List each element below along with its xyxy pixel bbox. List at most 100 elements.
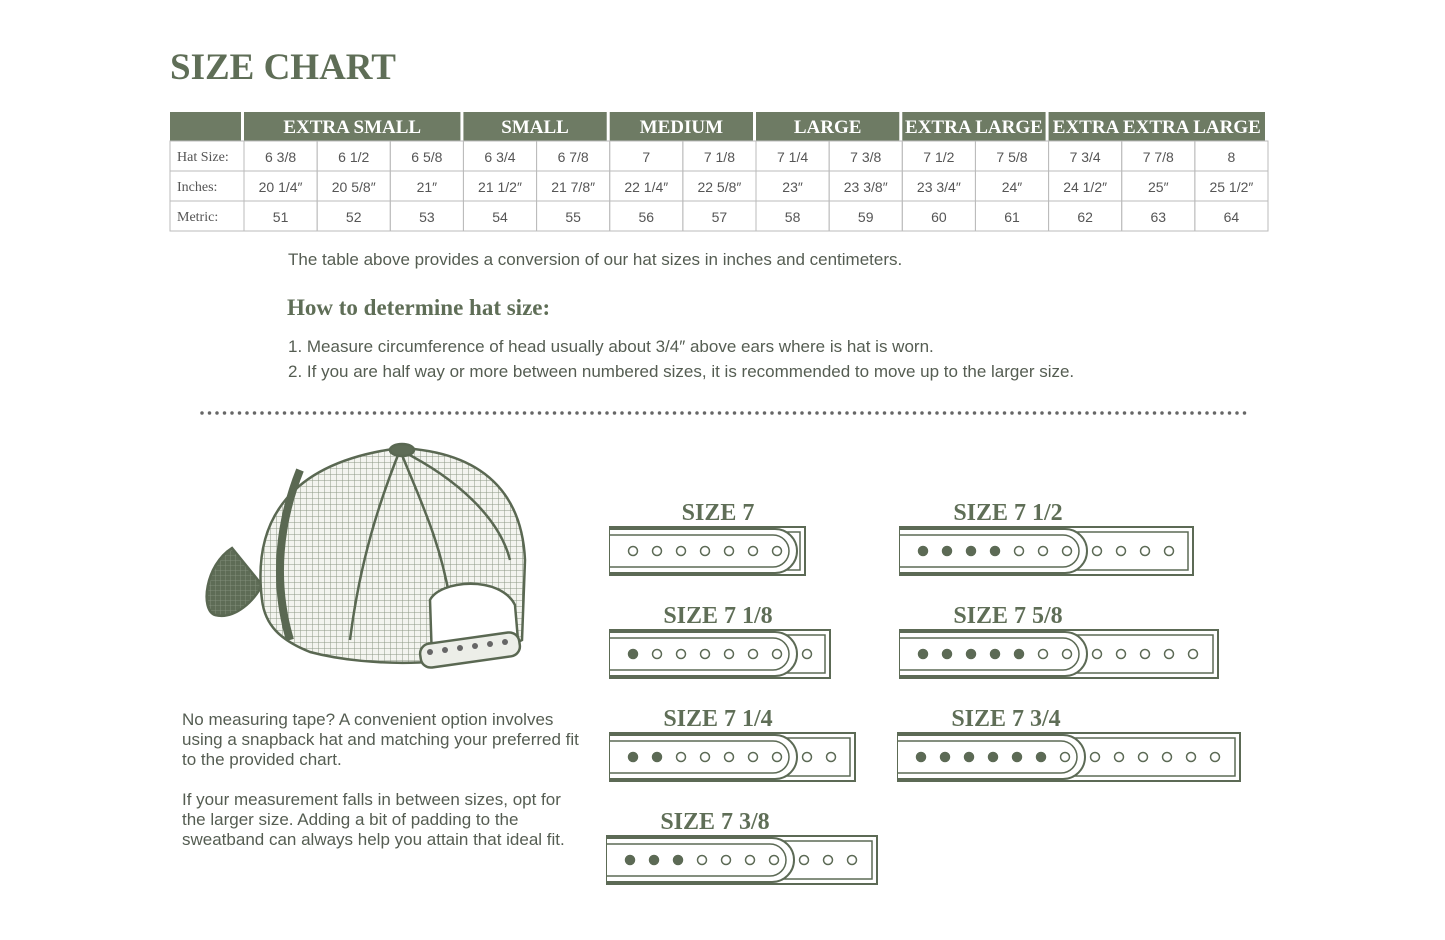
hole bbox=[696, 854, 708, 866]
hole bbox=[798, 854, 810, 866]
group-label: EXTRA LARGE bbox=[905, 117, 1043, 138]
cell-text: 25 1/2″ bbox=[1209, 179, 1253, 195]
size-label: SIZE 7 3/4 bbox=[951, 706, 1060, 732]
cell-text: 55 bbox=[565, 209, 581, 225]
tip: If your measurement falls in between siz… bbox=[182, 790, 565, 849]
hole bbox=[1037, 648, 1049, 660]
hat-illustration bbox=[205, 442, 527, 669]
hole bbox=[965, 545, 977, 557]
snap-inner bbox=[898, 740, 1078, 774]
hole bbox=[1113, 751, 1125, 763]
hole bbox=[1163, 648, 1175, 660]
cell-text: 60 bbox=[931, 209, 947, 225]
cell-text: 7 1/2 bbox=[923, 149, 954, 165]
hole bbox=[989, 648, 1001, 660]
hole bbox=[1115, 545, 1127, 557]
row-label: Metric: bbox=[177, 210, 218, 225]
hole bbox=[1137, 751, 1149, 763]
cell-text: 6 5/8 bbox=[411, 149, 442, 165]
howto-heading: How to determine hat size: bbox=[287, 295, 551, 320]
hole bbox=[1161, 751, 1173, 763]
cell bbox=[169, 200, 245, 232]
size-label: SIZE 7 1/8 bbox=[663, 603, 772, 629]
hole bbox=[723, 751, 735, 763]
hole bbox=[744, 854, 756, 866]
cell-text: 62 bbox=[1077, 209, 1093, 225]
cell-text: 6 7/8 bbox=[558, 149, 589, 165]
cell-text: 53 bbox=[419, 209, 435, 225]
group-label: LARGE bbox=[794, 117, 862, 138]
cell-text: 23″ bbox=[782, 179, 803, 195]
hole bbox=[648, 854, 660, 866]
snap-inner bbox=[607, 843, 787, 877]
hole bbox=[1061, 545, 1073, 557]
cell-text: 6 3/4 bbox=[484, 149, 515, 165]
header-cell bbox=[244, 112, 461, 141]
hole bbox=[987, 751, 999, 763]
hole bbox=[627, 545, 639, 557]
hole bbox=[917, 545, 929, 557]
hole bbox=[1091, 545, 1103, 557]
hole bbox=[1209, 751, 1221, 763]
cell-text: 7 5/8 bbox=[996, 149, 1027, 165]
hole bbox=[651, 545, 663, 557]
cell-text: 63 bbox=[1150, 209, 1166, 225]
hole bbox=[1187, 648, 1199, 660]
hole bbox=[915, 751, 927, 763]
hole bbox=[699, 751, 711, 763]
hole bbox=[939, 751, 951, 763]
cell-text: 7 1/8 bbox=[704, 149, 735, 165]
note: The table above provides a conversion of… bbox=[288, 250, 903, 269]
snap-inner bbox=[900, 534, 1080, 568]
hole bbox=[965, 648, 977, 660]
hole bbox=[1011, 751, 1023, 763]
hole bbox=[1037, 545, 1049, 557]
row-label: Hat Size: bbox=[177, 150, 229, 165]
cell-text: 58 bbox=[785, 209, 801, 225]
cell-text: 56 bbox=[638, 209, 654, 225]
cell-text: 23 3/4″ bbox=[917, 179, 961, 195]
cell-text: 61 bbox=[1004, 209, 1020, 225]
hole bbox=[917, 648, 929, 660]
cell-text: 24″ bbox=[1002, 179, 1023, 195]
group-label: EXTRA EXTRA LARGE bbox=[1053, 117, 1261, 138]
cell-text: 24 1/2″ bbox=[1063, 179, 1107, 195]
hole bbox=[699, 545, 711, 557]
hole bbox=[771, 751, 783, 763]
size-label: SIZE 7 1/2 bbox=[953, 500, 1062, 526]
snap-inner bbox=[610, 740, 790, 774]
hole bbox=[825, 751, 837, 763]
hole bbox=[624, 854, 636, 866]
cell-text: 7 1/4 bbox=[777, 149, 808, 165]
cell-text: 6 3/8 bbox=[265, 149, 296, 165]
hole bbox=[989, 545, 1001, 557]
snap-inner bbox=[610, 637, 790, 671]
cell-text: 54 bbox=[492, 209, 508, 225]
hole bbox=[651, 751, 663, 763]
hole bbox=[720, 854, 732, 866]
hole bbox=[699, 648, 711, 660]
hole bbox=[723, 545, 735, 557]
cell-text: 22 1/4″ bbox=[624, 179, 668, 195]
cell-text: 7 3/4 bbox=[1070, 149, 1101, 165]
hole bbox=[747, 648, 759, 660]
hole bbox=[941, 545, 953, 557]
size-label: SIZE 7 bbox=[682, 500, 755, 526]
hole bbox=[768, 854, 780, 866]
header-cell bbox=[609, 112, 753, 141]
cell-text: 59 bbox=[858, 209, 874, 225]
hole bbox=[1013, 648, 1025, 660]
hole bbox=[1139, 648, 1151, 660]
hole bbox=[1185, 751, 1197, 763]
cell-text: 8 bbox=[1228, 149, 1236, 165]
step: 2. If you are half way or more between n… bbox=[288, 362, 1075, 381]
hat-strap-holes bbox=[427, 639, 508, 655]
snap-inner bbox=[610, 534, 790, 568]
hole bbox=[771, 545, 783, 557]
snap-inner bbox=[900, 637, 1080, 671]
hole bbox=[1163, 545, 1175, 557]
size-label: SIZE 7 3/8 bbox=[660, 809, 769, 835]
hole bbox=[822, 854, 834, 866]
